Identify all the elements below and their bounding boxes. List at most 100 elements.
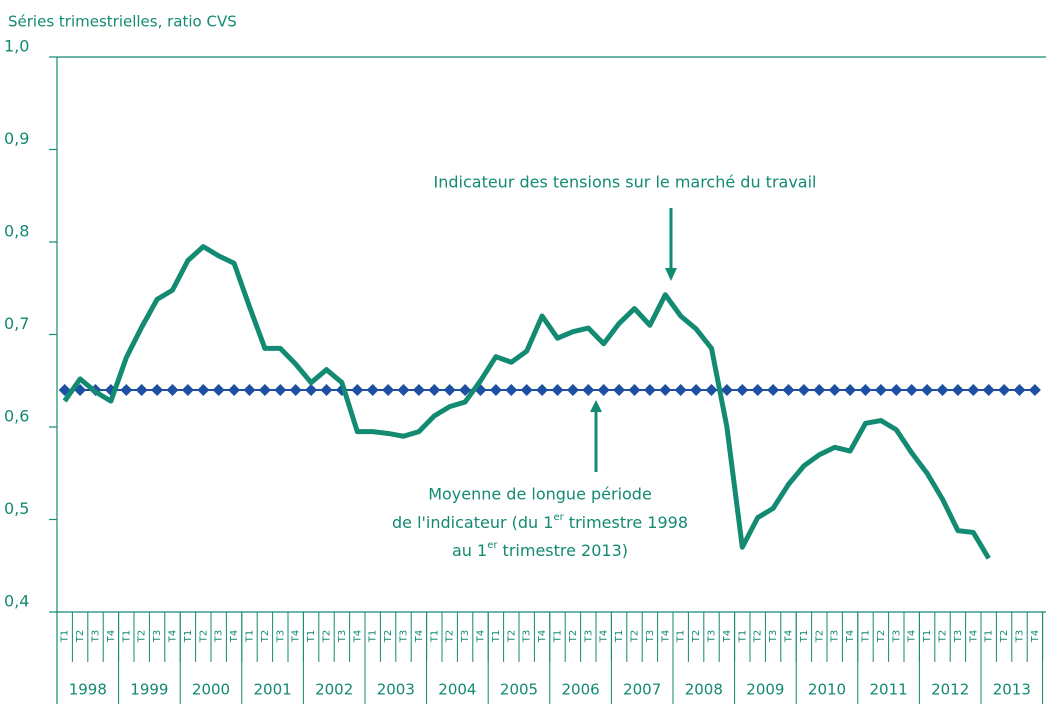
diamond-marker	[459, 384, 472, 396]
year-label: 2005	[500, 681, 538, 699]
x-tick-label: T3	[522, 630, 533, 643]
year-label: 2011	[870, 681, 908, 699]
diamond-marker	[813, 384, 826, 396]
diamond-marker	[705, 384, 718, 396]
diamond-marker	[859, 384, 872, 396]
x-tick-label: T3	[91, 630, 102, 643]
diamond-marker	[982, 384, 995, 396]
x-tick-label: T2	[568, 630, 579, 643]
x-tick-label: T3	[830, 630, 841, 643]
x-tick-label: T3	[707, 630, 718, 643]
x-tick-label: T1	[245, 630, 256, 643]
x-tick-label: T2	[383, 630, 394, 643]
year-label: 2006	[562, 681, 600, 699]
diamond-marker	[874, 384, 887, 396]
diamond-marker	[151, 384, 164, 396]
diamond-marker	[135, 384, 148, 396]
diamond-marker	[289, 384, 302, 396]
diamond-marker	[936, 384, 949, 396]
diamond-marker	[751, 384, 764, 396]
diamond-marker	[674, 384, 687, 396]
diamond-marker	[690, 384, 703, 396]
diamond-marker	[659, 384, 672, 396]
series-line	[62, 244, 991, 560]
diamond-marker	[905, 384, 918, 396]
x-tick-label: T1	[984, 630, 995, 643]
year-label: 2002	[315, 681, 353, 699]
y-tick-label: 0,7	[4, 314, 29, 333]
y-tick-label: 0,4	[4, 592, 29, 611]
x-tick-label: T3	[275, 630, 286, 643]
x-tick-label: T1	[306, 630, 317, 643]
x-tick-label: T2	[260, 630, 271, 643]
year-label: 2000	[192, 681, 230, 699]
diamond-marker	[197, 384, 210, 396]
diamond-marker	[228, 384, 241, 396]
x-tick-label: T4	[599, 630, 610, 643]
diamond-marker	[998, 384, 1011, 396]
diamond-marker	[921, 384, 934, 396]
year-label: 2013	[993, 681, 1031, 699]
diamond-marker	[844, 384, 857, 396]
x-tick-label: T4	[106, 630, 117, 643]
diamond-marker	[212, 384, 225, 396]
x-tick-label: T2	[322, 630, 333, 643]
arrow-head	[665, 268, 677, 281]
diamond-marker	[613, 384, 626, 396]
diamond-marker	[382, 384, 395, 396]
x-tick-label: T4	[968, 630, 979, 643]
y-tick-label: 0,5	[4, 499, 29, 518]
diamond-marker	[582, 384, 595, 396]
x-tick-label: T2	[876, 630, 887, 643]
annotation: de l'indicateur (du 1er trimestre 1998	[392, 512, 688, 532]
diamond-marker	[536, 384, 549, 396]
diamond-marker	[890, 384, 903, 396]
x-tick-label: T2	[691, 630, 702, 643]
x-tick-label: T2	[814, 630, 825, 643]
x-tick-label: T2	[999, 630, 1010, 643]
x-tick-label: T3	[337, 630, 348, 643]
x-tick-label: T2	[445, 630, 456, 643]
diamond-marker	[412, 384, 425, 396]
diamond-marker	[366, 384, 379, 396]
x-tick-label: T4	[291, 630, 302, 643]
diamond-marker	[782, 384, 795, 396]
x-tick-label: T3	[645, 630, 656, 643]
arrow-head	[590, 400, 602, 412]
diamond-marker	[767, 384, 780, 396]
x-tick-label: T2	[198, 630, 209, 643]
y-tick-label: 0,6	[4, 407, 29, 426]
diamond-marker	[736, 384, 749, 396]
y-tick-label: 1,0	[4, 37, 29, 56]
diamond-marker	[828, 384, 841, 396]
diamond-marker	[597, 384, 610, 396]
x-tick-label: T1	[121, 630, 132, 643]
diamond-marker	[720, 384, 733, 396]
diamond-marker	[351, 384, 364, 396]
x-tick-label: T4	[784, 630, 795, 643]
diamond-marker	[320, 384, 333, 396]
year-label: 2001	[254, 681, 292, 699]
x-tick-label: T1	[922, 630, 933, 643]
x-tick-label: T4	[476, 630, 487, 643]
x-tick-label: T3	[953, 630, 964, 643]
diamond-marker	[1028, 384, 1041, 396]
x-tick-label: T1	[60, 630, 71, 643]
x-tick-label: T1	[737, 630, 748, 643]
year-label: 2010	[808, 681, 846, 699]
diamond-marker	[166, 384, 179, 396]
chart-subtitle: Séries trimestrielles, ratio CVS	[8, 13, 237, 31]
x-tick-label: T3	[768, 630, 779, 643]
x-tick-label: T2	[137, 630, 148, 643]
x-tick-label: T4	[229, 630, 240, 643]
annotation: Indicateur des tensions sur le marché du…	[434, 173, 817, 192]
diamond-marker	[505, 384, 518, 396]
year-label: 2008	[685, 681, 723, 699]
x-tick-label: T4	[660, 630, 671, 643]
x-tick-label: T4	[414, 630, 425, 643]
diamond-marker	[643, 384, 656, 396]
x-tick-label: T4	[907, 630, 918, 643]
x-tick-label: T3	[399, 630, 410, 643]
y-tick-label: 0,8	[4, 222, 29, 241]
x-tick-label: T4	[537, 630, 548, 643]
